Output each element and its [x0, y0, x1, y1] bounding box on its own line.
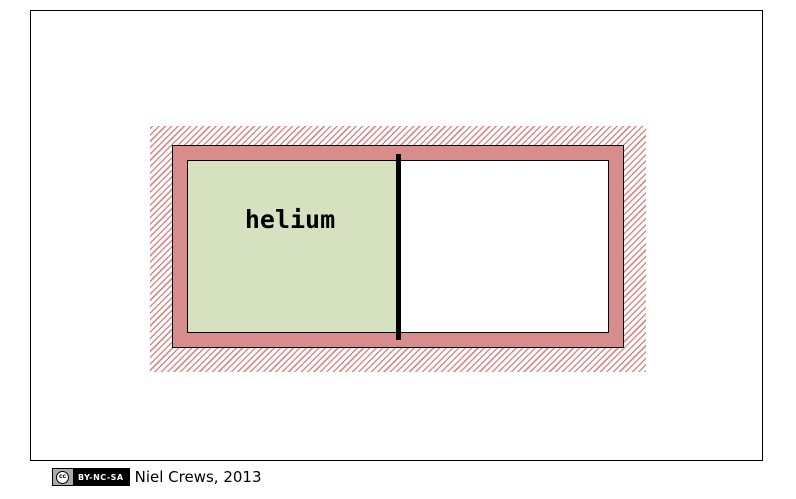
license-terms: BY-NC-SA [73, 469, 129, 485]
gas-region [188, 161, 398, 332]
partition-piston [396, 154, 401, 340]
credit-line: cc BY-NC-SA Niel Crews, 2013 [52, 467, 262, 487]
author-credit: Niel Crews, 2013 [134, 468, 262, 486]
gas-label: helium [244, 205, 336, 234]
cc-logo-icon: cc [53, 469, 73, 485]
cc-license-badge[interactable]: cc BY-NC-SA [52, 468, 130, 486]
